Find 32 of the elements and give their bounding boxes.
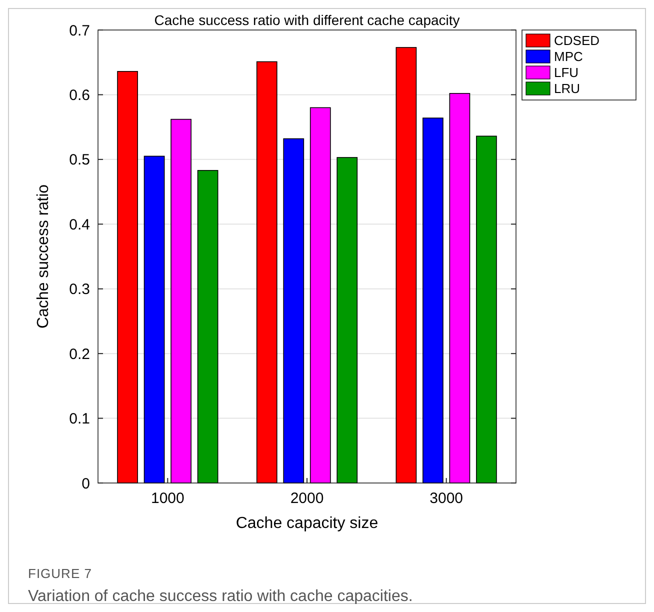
y-tick-label: 0 <box>82 475 90 492</box>
bar <box>197 170 218 484</box>
bar <box>476 136 497 484</box>
bar <box>449 93 470 484</box>
bar <box>117 71 138 484</box>
bar <box>336 157 358 484</box>
text: Variation of cache success ratio with cache capacities. <box>28 588 413 605</box>
y-tick-label: 0.3 <box>69 281 90 298</box>
bar <box>310 107 331 484</box>
y-tick-label: 0.7 <box>69 22 90 40</box>
x-axis-title: Cache capacity size <box>236 515 378 532</box>
y-axis-title: Cache success ratio <box>35 184 52 329</box>
bar <box>256 61 278 484</box>
legend-label: MPC <box>554 49 583 64</box>
x-tick-label: 2000 <box>290 490 324 507</box>
bar <box>283 138 304 484</box>
legend-label: CDSED <box>554 33 600 48</box>
bar <box>422 118 444 484</box>
bar <box>170 118 192 484</box>
y-tick-label: 0.5 <box>69 152 90 169</box>
legend-label: LRU <box>554 81 580 96</box>
bar <box>144 156 165 484</box>
y-tick-label: 0.4 <box>69 216 90 234</box>
bar <box>396 47 417 484</box>
legend-label: LFU <box>554 65 579 80</box>
chart-title: Cache success ratio with different cache capacity <box>154 12 460 28</box>
caption: FIGURE 7 <box>28 566 92 581</box>
y-tick-label: 0.2 <box>69 346 90 363</box>
y-tick-label: 0.6 <box>69 86 90 104</box>
x-tick-label: 3000 <box>430 490 464 507</box>
y-tick-label: 0.1 <box>69 410 90 428</box>
x-tick-label: 1000 <box>150 490 184 507</box>
